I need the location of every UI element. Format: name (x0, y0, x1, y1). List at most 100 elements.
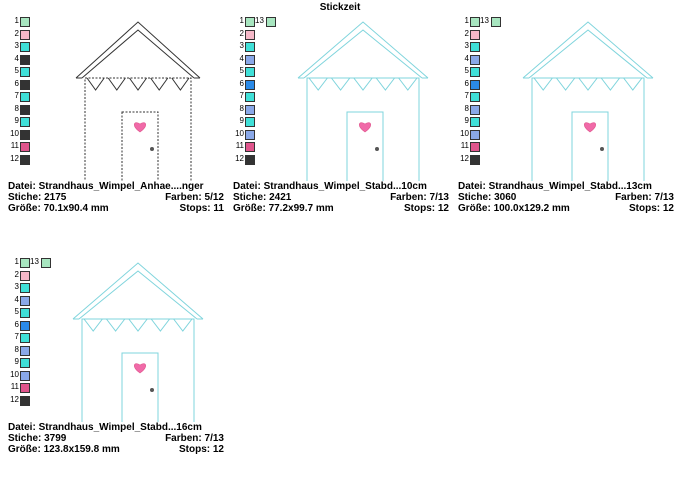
color-number: 1 (239, 16, 244, 25)
color-legend: 1 13 2 3 4 5 6 7 8 9 10 11 12 (233, 16, 293, 166)
roof-inner (303, 29, 423, 79)
beach-house-icon (72, 262, 204, 422)
stops-label: Stops: (403, 203, 436, 214)
legend-row: 8 (458, 104, 518, 117)
design-info: Datei: Strandhaus_Wimpel_Anhae....nger St… (8, 181, 228, 214)
color-swatch (470, 42, 480, 52)
stops-value: 12 (212, 444, 224, 455)
color-swatch (20, 79, 30, 90)
color-number: 5 (464, 66, 469, 75)
legend-row: 4 (8, 295, 68, 308)
color-swatch (245, 29, 255, 40)
color-number: 1 (14, 257, 19, 266)
size-row: Größe: 123.8x159.8 mm Stops: 12 (8, 444, 228, 455)
color-number: 11 (10, 141, 19, 150)
color-swatch (245, 142, 255, 152)
color-swatch (245, 67, 255, 77)
size-label: Größe: (8, 444, 41, 455)
house-wall (84, 77, 192, 181)
stitches-label: Stiche: (458, 192, 492, 203)
stops-info: Stops: 12 (629, 203, 674, 214)
color-swatch (20, 104, 30, 115)
colors-label: Farben: (390, 192, 427, 203)
heart-icon (134, 363, 146, 374)
color-swatch (470, 29, 480, 40)
stitches-value: 3799 (44, 433, 67, 444)
bunting (86, 77, 190, 91)
stitches-label: Stiche: (233, 192, 267, 203)
design-info: Datei: Strandhaus_Wimpel_Stabd...16cm Sti… (8, 422, 228, 455)
file-row: Datei: Strandhaus_Wimpel_Stabd...16cm (8, 422, 228, 433)
beach-house-icon (522, 21, 654, 181)
legend-row: 2 (458, 29, 518, 42)
legend-row: 11 (233, 141, 293, 154)
file-label: Datei: (8, 181, 36, 192)
door (346, 111, 384, 181)
design-panel[interactable]: 1 13 2 3 4 5 6 7 8 9 10 11 12 Datei: Strandhaus_Wimpe… (233, 16, 453, 236)
door-knob (150, 147, 154, 151)
color-number: 12 (235, 153, 244, 163)
design-panel[interactable]: 1 13 2 3 4 5 6 7 8 9 10 11 12 Datei: Strandhaus_Wimpe… (8, 257, 228, 477)
legend-row: 9 (458, 116, 518, 129)
color-swatch (41, 258, 51, 268)
color-swatch (20, 258, 30, 268)
file-name: Strandhaus_Wimpel_Anhae....nger (38, 181, 204, 192)
color-number: 11 (235, 141, 244, 150)
legend-row: 1 13 (8, 257, 68, 270)
color-swatch (20, 270, 30, 281)
color-swatch (245, 129, 255, 140)
color-swatch (20, 29, 30, 40)
colors-value: 7/13 (204, 433, 224, 444)
color-number: 4 (464, 53, 469, 63)
color-number: 2 (464, 28, 469, 38)
color-legend: 1 13 2 3 4 5 6 7 8 9 10 11 12 (8, 257, 68, 407)
color-swatch (470, 154, 480, 165)
design-panel[interactable]: 1 13 2 3 4 5 6 7 8 9 10 11 12 Datei: Strandhaus_Wimpe… (458, 16, 678, 236)
design-panel[interactable]: 1 2 3 4 5 6 7 8 9 10 11 12 Datei: Strandhaus_Wimpel_… (8, 16, 228, 236)
color-swatch (470, 79, 480, 90)
color-legend: 1 2 3 4 5 6 7 8 9 10 11 12 (8, 16, 68, 166)
color-swatch (20, 154, 30, 165)
stitches-row: Stiche: 3060 Farben: 7/13 (458, 192, 678, 203)
colors-info: Farben: 7/13 (165, 433, 224, 444)
stitches-value: 2421 (269, 192, 292, 203)
legend-row: 10 (458, 129, 518, 142)
color-swatch (245, 92, 255, 102)
color-number: 3 (239, 41, 244, 50)
file-name: Strandhaus_Wimpel_Stabd...10cm (263, 181, 427, 192)
color-swatch (20, 54, 30, 65)
bunting (308, 77, 418, 91)
stops-value: 12 (662, 203, 674, 214)
color-number: 6 (239, 78, 244, 88)
color-number: 9 (14, 116, 19, 125)
house-wall (306, 77, 420, 181)
stitches-row: Stiche: 2175 Farben: 5/12 (8, 192, 228, 203)
color-number: 10 (235, 128, 244, 138)
legend-row: 5 (8, 307, 68, 320)
legend-row: 6 (458, 79, 518, 92)
color-number: 8 (464, 103, 469, 113)
colors-info: Farben: 7/13 (390, 192, 449, 203)
legend-row: 12 (233, 154, 293, 167)
legend-row: 2 (8, 270, 68, 283)
color-swatch (20, 320, 30, 331)
legend-row: 4 (8, 54, 68, 67)
stitches-label: Stiche: (8, 192, 42, 203)
legend-row: 8 (8, 104, 68, 117)
color-swatch (470, 117, 480, 127)
color-number: 4 (14, 294, 19, 304)
color-number: 10 (10, 128, 19, 138)
color-swatch (20, 308, 30, 318)
legend-row: 9 (233, 116, 293, 129)
colors-value: 7/13 (654, 192, 674, 203)
stops-label: Stops: (628, 203, 661, 214)
color-swatch (20, 17, 30, 27)
legend-row: 12 (458, 154, 518, 167)
legend-row: 3 (8, 41, 68, 54)
design-preview (522, 21, 654, 181)
heart-icon (359, 122, 371, 133)
legend-row: 5 (458, 66, 518, 79)
legend-row: 7 (458, 91, 518, 104)
color-number: 10 (460, 128, 469, 138)
color-number: 7 (14, 91, 19, 100)
